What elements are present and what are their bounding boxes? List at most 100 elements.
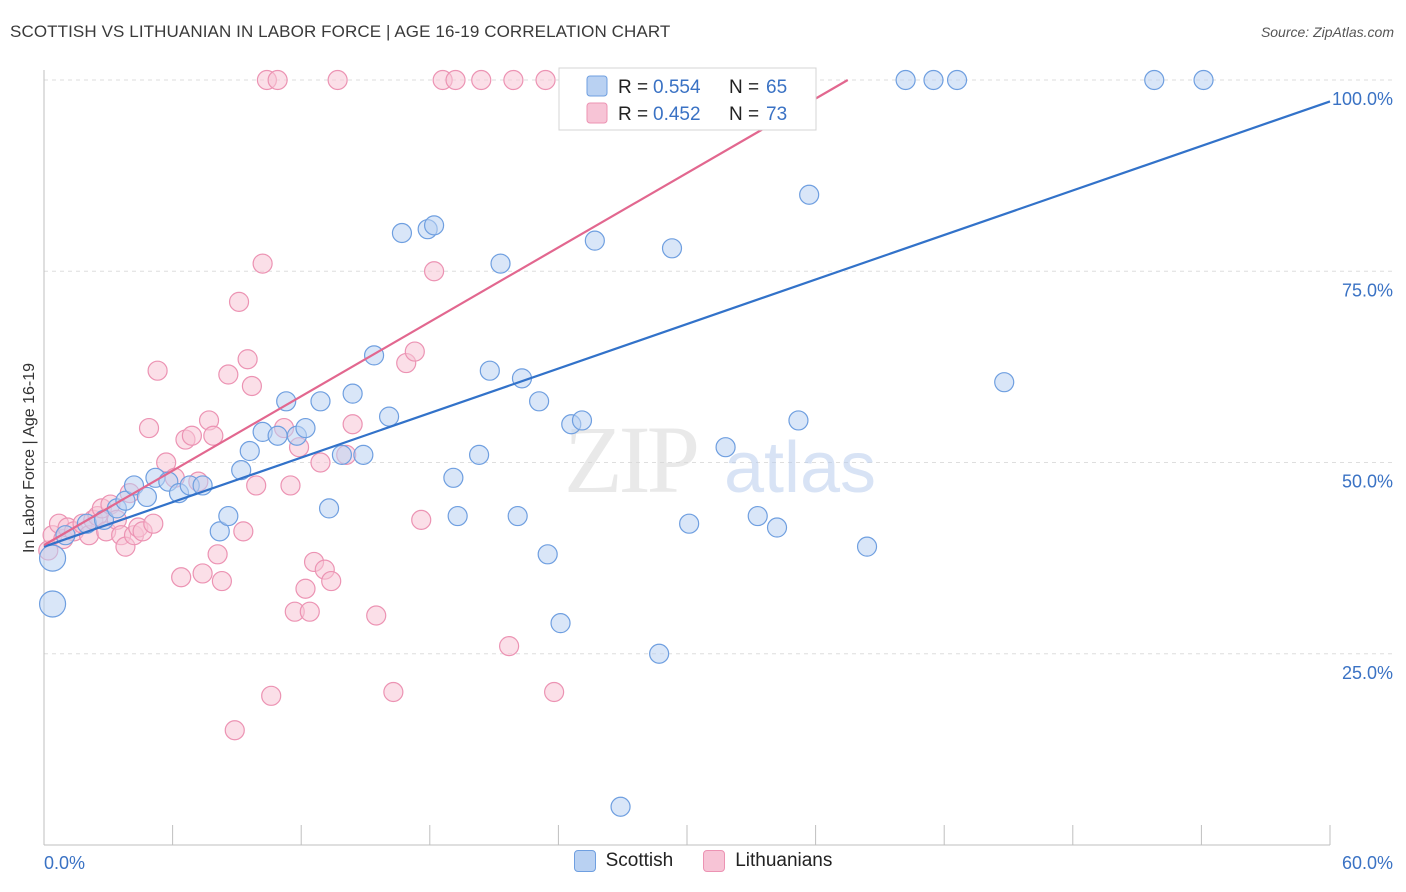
point-scottish <box>218 505 239 527</box>
point-lithuanians <box>143 513 164 534</box>
axes <box>43 70 1331 846</box>
point-scottish <box>923 69 944 91</box>
point-scottish <box>295 417 316 439</box>
point-scottish <box>318 498 340 519</box>
point-lithuanians <box>267 69 288 91</box>
point-lithuanians <box>233 521 254 542</box>
point-scottish <box>766 517 788 538</box>
point-scottish <box>423 215 445 236</box>
point-scottish <box>715 437 736 458</box>
point-lithuanians <box>299 601 320 622</box>
point-scottish <box>1193 69 1214 91</box>
point-lithuanians <box>246 475 267 496</box>
point-scottish <box>443 467 464 488</box>
legend-n-label-2: N = <box>729 104 759 125</box>
point-lithuanians <box>535 69 556 91</box>
legend-swatch-lithuanians <box>586 102 608 124</box>
point-lithuanians <box>203 425 224 446</box>
y-tick-label: 25.0% <box>1342 663 1393 683</box>
point-lithuanians <box>503 69 524 91</box>
legend-label-scottish: Scottish <box>605 850 674 871</box>
chart-title: SCOTTISH VS LITHUANIAN IN LABOR FORCE | … <box>10 22 671 41</box>
point-lithuanians <box>252 253 273 274</box>
point-scottish <box>747 505 768 527</box>
point-scottish <box>799 184 820 205</box>
legend-swatch-scottish <box>586 75 608 97</box>
point-lithuanians <box>411 509 432 530</box>
point-lithuanians <box>261 685 282 706</box>
legend-r-value-2: 0.452 <box>653 104 701 125</box>
point-lithuanians <box>138 417 160 439</box>
point-lithuanians <box>207 544 228 565</box>
y-axis-title: In Labor Force | Age 16-19 <box>21 363 38 553</box>
source-label: Source: ZipAtlas.com <box>1260 24 1394 40</box>
point-scottish <box>550 613 571 634</box>
series-legend: Scottish Lithuanians <box>0 850 1406 872</box>
point-lithuanians <box>171 567 192 588</box>
point-lithuanians <box>192 563 213 584</box>
point-lithuanians <box>241 375 263 397</box>
point-lithuanians <box>544 681 565 703</box>
point-lithuanians <box>280 475 301 496</box>
point-scottish <box>994 372 1015 393</box>
point-lithuanians <box>211 570 232 592</box>
point-lithuanians <box>237 349 258 370</box>
point-lithuanians <box>366 605 387 626</box>
point-scottish <box>391 222 413 244</box>
point-scottish <box>378 406 400 427</box>
point-scottish <box>507 505 528 527</box>
point-scottish <box>468 444 490 465</box>
point-lithuanians <box>499 635 520 657</box>
point-lithuanians <box>147 360 168 381</box>
legend-item-lithuanians: Lithuanians <box>703 850 832 872</box>
point-scottish <box>661 238 683 259</box>
point-scottish <box>447 505 468 527</box>
point-scottish <box>353 444 374 465</box>
legend-n-value-1: 65 <box>766 77 787 98</box>
x-tick-label-min: 0.0% <box>44 853 85 873</box>
point-lithuanians <box>342 414 363 435</box>
point-scottish <box>231 460 252 481</box>
point-scottish <box>529 391 550 412</box>
legend-swatch-scottish-bottom <box>573 850 596 872</box>
point-scottish <box>239 440 260 462</box>
series-points-scottish <box>38 69 1214 817</box>
legend-label-lithuanians: Lithuanians <box>735 850 833 871</box>
legend-swatch-lithuanians-bottom <box>703 850 726 872</box>
trend-line-scottish <box>43 100 1331 548</box>
point-scottish <box>571 410 593 431</box>
trend-line-lithuanians <box>43 79 849 547</box>
y-tick-label: 100.0% <box>1332 89 1393 109</box>
point-scottish <box>38 590 67 618</box>
point-lithuanians <box>321 570 342 592</box>
legend-r-label-2: R = <box>618 104 648 125</box>
point-scottish <box>895 69 916 91</box>
point-scottish <box>1144 69 1165 91</box>
point-scottish <box>136 486 157 508</box>
point-scottish <box>649 643 670 664</box>
point-scottish <box>584 230 605 251</box>
stats-legend: R = 0.554 N = 65 R = 0.452 N = 73 <box>558 67 817 131</box>
point-scottish <box>479 360 500 381</box>
point-scottish <box>856 536 878 557</box>
point-lithuanians <box>423 261 445 282</box>
series-points-lithuanians <box>38 69 758 741</box>
x-tick-label-max: 60.0% <box>1342 853 1393 873</box>
point-scottish <box>331 444 353 465</box>
point-scottish <box>310 391 331 412</box>
point-scottish <box>679 513 700 534</box>
legend-n-value-2: 73 <box>766 104 787 125</box>
point-scottish <box>276 391 297 412</box>
y-tick-label: 75.0% <box>1342 280 1393 300</box>
y-tick-label: 50.0% <box>1342 472 1393 492</box>
point-lithuanians <box>445 69 466 91</box>
watermark-atlas: atlas <box>724 428 876 508</box>
point-lithuanians <box>295 578 316 599</box>
point-scottish <box>537 544 558 565</box>
point-scottish <box>38 544 67 572</box>
point-lithuanians <box>181 425 202 446</box>
legend-r-label-1: R = <box>618 77 648 98</box>
watermark: ZIP atlas <box>564 406 876 513</box>
point-scottish <box>267 425 288 446</box>
